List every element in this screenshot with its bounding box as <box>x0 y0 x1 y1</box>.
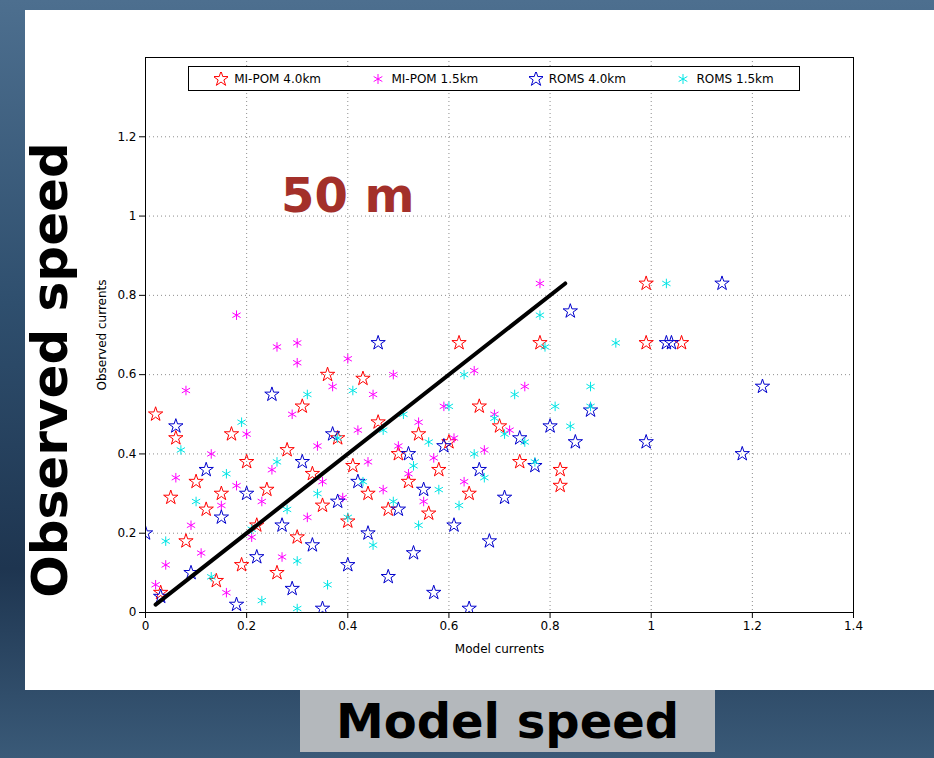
svg-text:0.4: 0.4 <box>338 619 357 633</box>
svg-text:Observed currents: Observed currents <box>95 279 109 390</box>
svg-text:0: 0 <box>142 619 150 633</box>
html-text:ROMS 1.5km: ROMS 1.5km <box>696 71 774 86</box>
svg-text:0.6: 0.6 <box>439 619 458 633</box>
svg-text:1.4: 1.4 <box>844 619 863 633</box>
html-text:ROMS 4.0km: ROMS 4.0km <box>548 71 626 86</box>
svg-text:50 m: 50 m <box>281 167 415 223</box>
svg-text:0.2: 0.2 <box>237 619 256 633</box>
html-text:Model speed: Model speed <box>335 693 680 749</box>
svg-text:0.4: 0.4 <box>117 447 136 461</box>
html-text:Observed speed: Observed speed <box>21 142 79 598</box>
svg-text:1: 1 <box>647 619 655 633</box>
svg-text:0.2: 0.2 <box>117 526 136 540</box>
svg-text:0.6: 0.6 <box>117 367 136 381</box>
svg-text:1: 1 <box>129 209 137 223</box>
svg-text:0.8: 0.8 <box>541 619 560 633</box>
html-text:MI-POM 4.0km: MI-POM 4.0km <box>234 71 321 86</box>
svg-text:0.8: 0.8 <box>117 288 136 302</box>
html-text:MI-POM 1.5km: MI-POM 1.5km <box>391 71 479 86</box>
svg-text:1.2: 1.2 <box>117 130 136 144</box>
svg-text:0: 0 <box>129 605 137 619</box>
svg-text:Model currents: Model currents <box>455 642 544 656</box>
svg-text:1.2: 1.2 <box>743 619 762 633</box>
